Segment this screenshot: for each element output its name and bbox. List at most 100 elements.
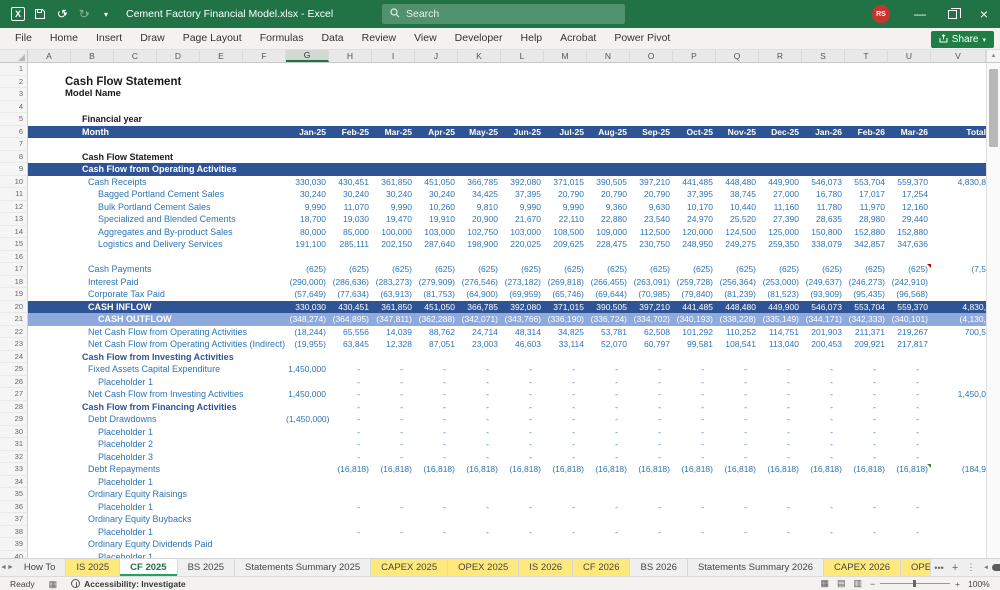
cell[interactable]: 209,921 bbox=[845, 338, 888, 351]
cell[interactable]: 392,080 bbox=[501, 301, 544, 314]
row-header-20[interactable]: 20 bbox=[0, 301, 28, 314]
row-header-34[interactable]: 34 bbox=[0, 476, 28, 489]
cell[interactable]: - bbox=[415, 388, 458, 401]
cell-label[interactable]: Model Name bbox=[28, 88, 286, 101]
cell[interactable]: (625) bbox=[458, 263, 501, 276]
cell[interactable]: 449,900 bbox=[759, 301, 802, 314]
row-header-8[interactable]: 8 bbox=[0, 151, 28, 164]
cell[interactable] bbox=[931, 238, 986, 251]
cell[interactable]: (93,909) bbox=[802, 288, 845, 301]
cell[interactable]: 37,395 bbox=[501, 188, 544, 201]
ribbon-tab-acrobat[interactable]: Acrobat bbox=[551, 28, 605, 49]
cell[interactable]: (242,910) bbox=[888, 276, 931, 289]
cell[interactable]: (16,818) bbox=[372, 463, 415, 476]
cell[interactable] bbox=[931, 213, 986, 226]
row-header-28[interactable]: 28 bbox=[0, 401, 28, 414]
cell[interactable]: - bbox=[630, 526, 673, 539]
cell-label[interactable]: Ordinary Equity Buybacks bbox=[28, 513, 286, 526]
cell[interactable]: (18,244) bbox=[286, 326, 329, 339]
cell[interactable]: - bbox=[802, 401, 845, 414]
cell[interactable]: (336,190) bbox=[544, 313, 587, 326]
cell[interactable]: 113,040 bbox=[759, 338, 802, 351]
cell[interactable]: (16,818) bbox=[716, 463, 759, 476]
cell[interactable]: 34,425 bbox=[458, 188, 501, 201]
row-header-2[interactable]: 2 bbox=[0, 76, 28, 89]
cell[interactable]: 20,900 bbox=[458, 213, 501, 226]
cell-label[interactable]: Corporate Tax Paid bbox=[28, 288, 286, 301]
cell[interactable]: 17,017 bbox=[845, 188, 888, 201]
hscroll-left-icon[interactable]: ◄ bbox=[983, 565, 989, 571]
cell[interactable]: - bbox=[845, 426, 888, 439]
row-header-12[interactable]: 12 bbox=[0, 201, 28, 214]
cell[interactable]: (16,818) bbox=[845, 463, 888, 476]
cell[interactable]: 546,073 bbox=[802, 176, 845, 189]
cell-label[interactable]: Ordinary Equity Raisings bbox=[28, 488, 286, 501]
cell[interactable]: - bbox=[845, 413, 888, 426]
ribbon-tab-insert[interactable]: Insert bbox=[87, 28, 131, 49]
cell[interactable] bbox=[931, 376, 986, 389]
search-input[interactable]: Search bbox=[382, 4, 625, 24]
cell[interactable]: (16,818) bbox=[802, 463, 845, 476]
cell[interactable]: Mar-26 bbox=[888, 126, 931, 139]
cell[interactable]: 87,051 bbox=[415, 338, 458, 351]
cell[interactable]: 9,990 bbox=[372, 201, 415, 214]
cell[interactable]: - bbox=[888, 363, 931, 376]
cell[interactable]: 211,371 bbox=[845, 326, 888, 339]
cell[interactable]: 390,505 bbox=[587, 176, 630, 189]
cell-label[interactable]: Cash Flow Statement bbox=[28, 151, 286, 164]
cell[interactable]: - bbox=[630, 363, 673, 376]
cell[interactable]: (266,455) bbox=[587, 276, 630, 289]
cell[interactable]: - bbox=[716, 426, 759, 439]
cell[interactable]: 48,314 bbox=[501, 326, 544, 339]
cell[interactable]: May-25 bbox=[458, 126, 501, 139]
cell[interactable]: 27,390 bbox=[759, 213, 802, 226]
cell[interactable]: (286,636) bbox=[329, 276, 372, 289]
cell[interactable]: 366,785 bbox=[458, 301, 501, 314]
cell[interactable]: 28,980 bbox=[845, 213, 888, 226]
cell[interactable]: - bbox=[716, 526, 759, 539]
cell[interactable]: 29,440 bbox=[888, 213, 931, 226]
cell[interactable]: (340,193) bbox=[673, 313, 716, 326]
page-break-view-icon[interactable]: ▥ bbox=[854, 578, 863, 589]
cell[interactable]: Jan-26 bbox=[802, 126, 845, 139]
cell[interactable]: (77,634) bbox=[329, 288, 372, 301]
cell[interactable]: (79,840) bbox=[673, 288, 716, 301]
row-header-36[interactable]: 36 bbox=[0, 501, 28, 514]
cell[interactable]: - bbox=[415, 363, 458, 376]
cell[interactable]: - bbox=[329, 426, 372, 439]
cell[interactable]: Aug-25 bbox=[587, 126, 630, 139]
cell-label[interactable]: Placeholder 1 bbox=[28, 376, 286, 389]
cell[interactable]: - bbox=[329, 376, 372, 389]
ribbon-tab-review[interactable]: Review bbox=[353, 28, 405, 49]
tab-menu-icon[interactable]: ⋮ bbox=[963, 559, 979, 576]
cell[interactable]: - bbox=[630, 376, 673, 389]
cell[interactable] bbox=[931, 188, 986, 201]
cell[interactable]: (342,071) bbox=[458, 313, 501, 326]
cell[interactable]: (7,5 bbox=[931, 263, 986, 276]
cell[interactable]: (4,130, bbox=[931, 313, 986, 326]
cell-label[interactable]: Month bbox=[28, 126, 286, 139]
cell[interactable]: 198,900 bbox=[458, 238, 501, 251]
cell[interactable]: Dec-25 bbox=[759, 126, 802, 139]
cell[interactable]: (69,959) bbox=[501, 288, 544, 301]
column-header-R[interactable]: R bbox=[759, 50, 802, 62]
cell[interactable]: 248,950 bbox=[673, 238, 716, 251]
sheet-nav-next-icon[interactable]: ► bbox=[7, 559, 14, 576]
zoom-level[interactable]: 100% bbox=[968, 579, 992, 589]
cell[interactable] bbox=[931, 338, 986, 351]
cell[interactable]: - bbox=[802, 413, 845, 426]
row-header-9[interactable]: 9 bbox=[0, 163, 28, 176]
vertical-scrollbar-thumb[interactable] bbox=[989, 69, 998, 147]
cell[interactable]: 114,751 bbox=[759, 326, 802, 339]
column-header-M[interactable]: M bbox=[544, 50, 587, 62]
cell[interactable]: 441,485 bbox=[673, 176, 716, 189]
cell[interactable]: 1,450,000 bbox=[286, 388, 329, 401]
cell[interactable]: - bbox=[716, 376, 759, 389]
cell[interactable]: - bbox=[630, 501, 673, 514]
cell[interactable]: - bbox=[888, 438, 931, 451]
sheet-tab-ope[interactable]: OPE bbox=[901, 559, 931, 576]
cell-label[interactable]: Net Cash Flow from Operating Activities bbox=[28, 326, 286, 339]
cell[interactable] bbox=[286, 401, 329, 414]
row-header-35[interactable]: 35 bbox=[0, 488, 28, 501]
cell[interactable]: - bbox=[458, 401, 501, 414]
